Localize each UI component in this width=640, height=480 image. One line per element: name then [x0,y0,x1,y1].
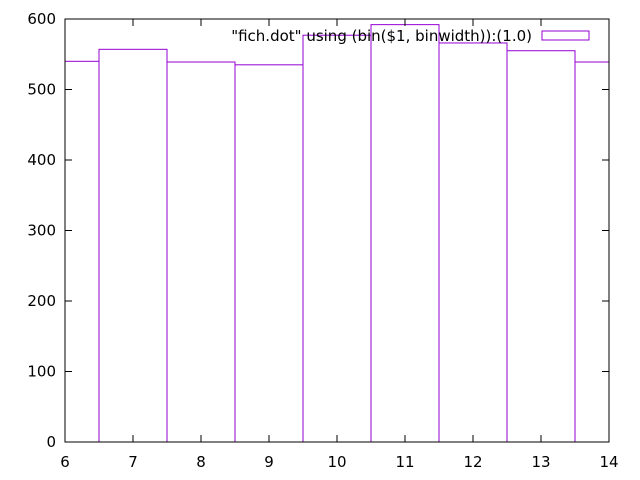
histogram-bar [574,61,609,442]
plot-frame [64,18,610,443]
histogram-bar [234,64,304,442]
histogram-bar [438,42,508,442]
legend-swatch [541,30,590,41]
histogram-bar [506,50,576,442]
y-tick-label: 0 [46,433,56,451]
x-tick-label: 13 [531,453,550,471]
y-tick-label: 100 [27,363,56,381]
histogram-bar [166,61,236,442]
x-tick-label: 6 [60,453,70,471]
y-tick-label: 500 [27,81,56,99]
y-tick-label: 400 [27,151,56,169]
x-tick-label: 9 [264,453,274,471]
x-tick-label: 14 [599,453,618,471]
x-tick-label: 11 [395,453,414,471]
x-tick-label: 10 [327,453,346,471]
x-tick-label: 12 [463,453,482,471]
ticks-group: 6 7 8 9 10 11 12 13 14 0 100 200 300 400 500 600 [27,10,618,471]
y-tick-label: 200 [27,292,56,310]
y-tick-label: 300 [27,222,56,240]
bars-group [65,24,609,442]
y-tick-label: 600 [27,10,56,28]
x-tick-label: 8 [196,453,206,471]
legend: "fich.dot" using (bin($1, binwidth)):(1.… [231,27,590,45]
x-tick-label: 7 [128,453,138,471]
histogram-bar [98,48,168,442]
legend-label: "fich.dot" using (bin($1, binwidth)):(1.… [231,27,532,45]
histogram-bar [370,24,440,442]
histogram-bar [302,34,372,442]
